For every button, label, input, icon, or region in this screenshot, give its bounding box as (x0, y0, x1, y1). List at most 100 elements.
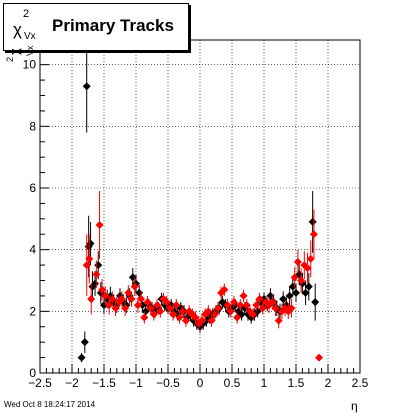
data-point (223, 301, 232, 310)
data-point (258, 304, 267, 313)
data-point (181, 316, 190, 325)
data-point (285, 291, 294, 300)
data-point (92, 270, 101, 279)
y-tick-label: 4 (29, 243, 36, 257)
data-point (86, 239, 95, 248)
x-tick-label: 0.5 (224, 376, 241, 390)
data-point (98, 285, 107, 294)
data-point (169, 310, 178, 319)
data-point (197, 316, 206, 325)
data-point (239, 291, 248, 300)
data-point (108, 295, 117, 303)
data-point (82, 82, 91, 91)
y-tick-label: 2 (29, 304, 36, 318)
data-point (111, 304, 120, 313)
data-point (101, 291, 110, 300)
data-point (156, 307, 165, 316)
data-point (297, 276, 306, 285)
chart-title: Primary Tracks (52, 16, 174, 35)
title-subscript: Vx (24, 31, 36, 42)
y-axis-label-subscript: Vx (25, 45, 35, 56)
data-point (175, 313, 184, 322)
y-tick-label: 8 (29, 119, 36, 133)
data-point (117, 295, 126, 303)
x-axis-label: η (351, 399, 358, 413)
x-tick-label: −1.5 (92, 376, 116, 390)
data-point (226, 307, 235, 316)
x-tick-label: 2 (325, 376, 332, 390)
x-tick-label: −2 (65, 376, 79, 390)
data-point (82, 261, 91, 270)
data-point (311, 298, 320, 307)
data-point (287, 304, 296, 313)
data-point (301, 288, 310, 297)
data-point (236, 301, 245, 310)
y-axis-label: χ 2 Vx (4, 45, 35, 92)
data-point (255, 295, 264, 303)
y-tick-label: 10 (23, 58, 37, 72)
data-point (268, 298, 277, 307)
data-point (213, 304, 222, 313)
data-point (146, 304, 155, 313)
data-point (306, 254, 315, 263)
data-point (91, 279, 100, 288)
data-point (143, 298, 152, 307)
data-point (105, 301, 114, 310)
data-point (77, 353, 86, 362)
data-point (207, 316, 216, 325)
data-point (290, 273, 299, 282)
y-axis-label-symbol: χ (7, 48, 22, 55)
data-point (141, 307, 150, 316)
data-point (137, 295, 146, 303)
data-point (121, 304, 130, 313)
data-point (292, 288, 300, 297)
data-point (220, 285, 229, 294)
data-point (274, 316, 283, 325)
data-point (94, 261, 103, 270)
data-point (242, 301, 251, 310)
data-point (127, 295, 136, 303)
x-tick-label: 1 (261, 376, 268, 390)
y-tick-label: 0 (29, 366, 36, 380)
data-point (133, 301, 142, 310)
data-point (308, 217, 317, 226)
data-point (204, 307, 213, 316)
data-point (315, 353, 324, 362)
x-tick-label: 0 (197, 376, 204, 390)
data-point (293, 258, 302, 266)
data-point (85, 254, 94, 263)
data-point (210, 310, 219, 319)
x-tick-label: 2.5 (352, 376, 369, 390)
title-superscript: 2 (23, 8, 30, 20)
data-point (165, 304, 174, 313)
data-point (229, 298, 238, 307)
x-tick-label: −1 (129, 376, 143, 390)
x-tick-label: −2.5 (28, 376, 52, 390)
data-point (153, 301, 162, 310)
data-point (149, 310, 158, 319)
data-point (233, 313, 242, 322)
data-point (303, 264, 312, 273)
data-point (138, 301, 147, 310)
x-tick-label: −0.5 (156, 376, 180, 390)
data-point (95, 221, 104, 229)
data-point (252, 301, 261, 310)
y-tick-label: 6 (29, 181, 36, 195)
data-point (87, 295, 96, 303)
data-point (100, 301, 108, 310)
data-point (124, 288, 133, 297)
data-point (271, 304, 280, 313)
x-tick-label: 1.5 (288, 376, 305, 390)
data-point (309, 230, 318, 239)
data-point (130, 282, 139, 291)
data-point (304, 282, 313, 291)
y-axis-label-superscript: 2 (5, 56, 15, 62)
data-point (162, 298, 171, 307)
data-point (178, 307, 187, 316)
data-point (172, 301, 181, 310)
data-point (191, 313, 200, 322)
title-box: χ 2 Vx Primary Tracks (3, 3, 189, 51)
data-point (249, 310, 258, 319)
